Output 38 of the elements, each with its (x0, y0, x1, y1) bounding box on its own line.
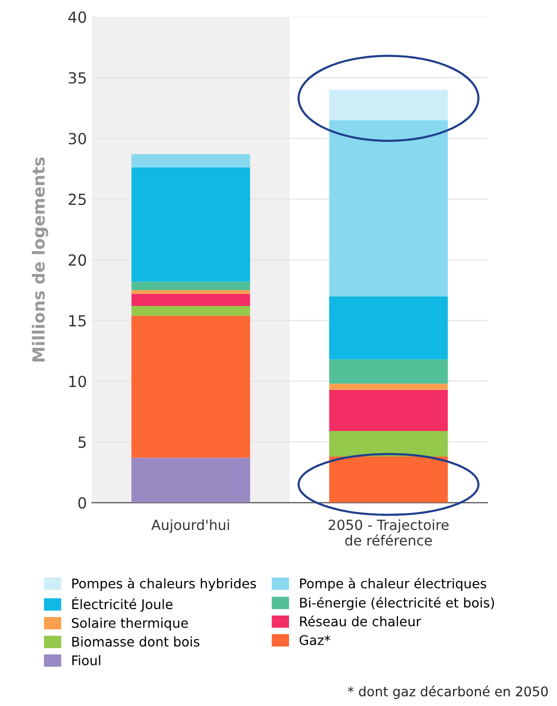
y-tick-label: 0 (78, 497, 86, 509)
legend-label: Pompe à chaleur électriques (300, 578, 486, 591)
y-tick-label: 40 (68, 11, 86, 23)
y-tick-label: 15 (69, 315, 86, 327)
bar (329, 456, 448, 503)
y-tick-label: 25 (68, 194, 86, 206)
y-tick-label: 5 (78, 436, 86, 448)
legend-label: Fioul (72, 655, 100, 666)
y-tick-label: 35 (68, 72, 86, 84)
y-tick-label: 10 (69, 376, 86, 388)
bar (131, 294, 250, 306)
legend-label: Bi-énergie (électricité et bois) (300, 596, 494, 610)
legend-label: Réseau de chaleur (300, 616, 422, 626)
y-tick-label: 20 (68, 254, 86, 266)
y-axis-title: Millions de logements (32, 157, 48, 362)
bar (131, 316, 250, 458)
legend-label: Biomasse dont bois (72, 636, 200, 647)
bar (329, 120, 448, 296)
bar (329, 90, 448, 120)
bar (131, 458, 250, 503)
legend-label: Solaire thermique (72, 618, 188, 630)
x-tick-label: 2050 - Trajectoire de référence (328, 519, 449, 546)
bar (329, 359, 448, 384)
bar (131, 306, 250, 316)
legend-label: Pompes à chaleurs hybrides (72, 578, 256, 591)
legend-label: Gaz* (300, 635, 330, 646)
bar (329, 296, 448, 360)
y-tick-label: 30 (68, 132, 86, 144)
bar (131, 282, 250, 290)
bar (329, 384, 448, 390)
bar (329, 431, 448, 457)
bar (329, 390, 448, 432)
x-tick-label: Aujourd'hui (151, 519, 229, 533)
text: * dont gaz décarboné en 2050 (348, 686, 548, 699)
legend-label: Électricité Joule (72, 596, 172, 612)
bar (131, 168, 250, 282)
bar (131, 154, 250, 168)
bar (131, 290, 250, 294)
